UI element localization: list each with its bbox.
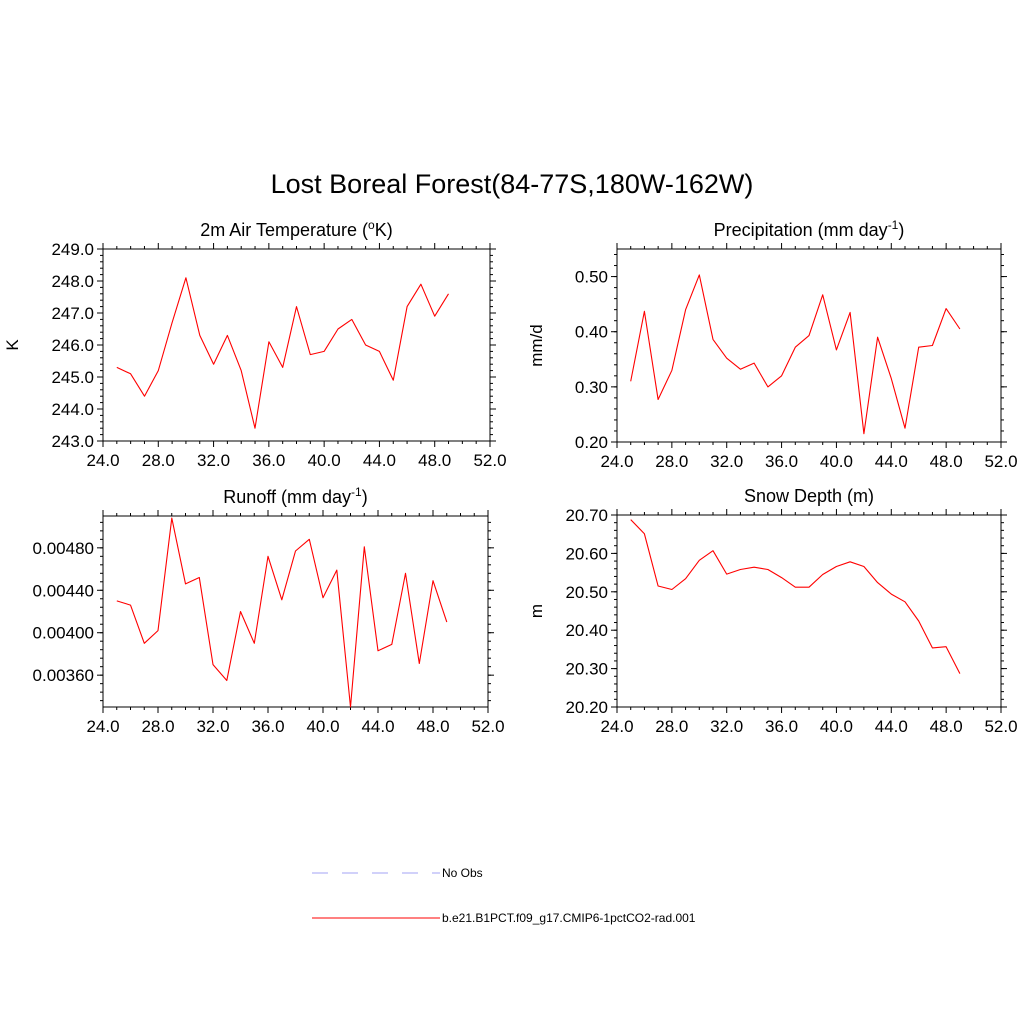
x-tick-label: 28.0 (655, 452, 688, 471)
y-tick-label: 0.20 (575, 433, 608, 452)
x-tick-label: 32.0 (197, 451, 230, 470)
y-tick-label: 0.00400 (33, 624, 94, 643)
y-axis-label: m (527, 604, 546, 618)
y-tick-label: 0.50 (575, 268, 608, 287)
x-tick-label: 48.0 (930, 452, 963, 471)
plot-frame (616, 248, 1002, 443)
chart-panel: Runoff (mm day-1) 24.0 28.0 32.0 36.0 40.0 44.… (33, 485, 505, 736)
panel-title: 2m Air Temperature (oK) (200, 218, 392, 240)
x-tick-label: 24.0 (600, 717, 633, 736)
x-tick-label: 24.0 (86, 451, 119, 470)
panel-title-text: Runoff (mm day (223, 487, 351, 507)
x-tick-label: 36.0 (765, 717, 798, 736)
x-tick-label: 40.0 (820, 717, 853, 736)
plot-frame (102, 248, 491, 442)
x-tick-label: 40.0 (820, 452, 853, 471)
x-tick-label: 36.0 (251, 717, 284, 736)
x-tick-label: 48.0 (416, 717, 449, 736)
panel-title: Runoff (mm day-1) (223, 485, 367, 507)
chart-panels: 2m Air Temperature (oK)24.0 28.0 32.0 36.0 4… (3, 218, 1018, 736)
plot-frame (616, 514, 1002, 708)
panel-title-text: Snow Depth (m) (744, 486, 874, 506)
y-tick-label: 20.30 (565, 660, 608, 679)
y-tick-label: 247.0 (51, 304, 94, 323)
x-tick-label: 44.0 (361, 717, 394, 736)
x-tick-label: 32.0 (196, 717, 229, 736)
y-tick-label: 246.0 (51, 336, 94, 355)
panel-title: Precipitation (mm day-1) (714, 218, 905, 240)
panel-title-suffix: K) (375, 220, 393, 240)
y-tick-label: 0.40 (575, 323, 608, 342)
y-tick-label: 245.0 (51, 368, 94, 387)
y-tick-label: 20.40 (565, 621, 608, 640)
x-tick-label: 28.0 (655, 717, 688, 736)
x-tick-label: 28.0 (141, 717, 174, 736)
panel-title-suffix: ) (362, 487, 368, 507)
y-tick-label: 0.00360 (33, 666, 94, 685)
chart-panel: Precipitation (mm day-1) 24.0 28.0 32.0 36.0… (527, 218, 1018, 471)
y-tick-label: 0.00480 (33, 539, 94, 558)
y-tick-label: 0.30 (575, 378, 608, 397)
panel-title: Snow Depth (m) (744, 486, 874, 506)
y-tick-label: 0.00440 (33, 581, 94, 600)
y-tick-label: 20.50 (565, 583, 608, 602)
panel-title-superscript: -1 (351, 485, 362, 499)
x-tick-label: 28.0 (142, 451, 175, 470)
x-tick-label: 32.0 (710, 717, 743, 736)
x-tick-label: 48.0 (930, 717, 963, 736)
y-tick-label: 20.70 (565, 506, 608, 525)
panel-title-text: Precipitation (mm day (714, 220, 888, 240)
x-tick-label: 44.0 (875, 452, 908, 471)
legend-label-no-obs: No Obs (442, 866, 483, 880)
panel-title-suffix: ) (898, 220, 904, 240)
x-tick-label: 52.0 (473, 451, 506, 470)
series-line (116, 277, 449, 429)
legend: No Obs b.e21.B1PCT.f09_g17.CMIP6-1pctCO2… (312, 866, 696, 925)
y-tick-label: 243.0 (51, 432, 94, 451)
y-axis-label: mm/d (527, 324, 546, 367)
x-tick-label: 24.0 (86, 717, 119, 736)
x-tick-label: 36.0 (765, 452, 798, 471)
y-tick-label: 244.0 (51, 400, 94, 419)
x-tick-label: 40.0 (306, 717, 339, 736)
chart-panel: 2m Air Temperature (oK) 24.0 28.0 32.0 36.0 4… (3, 218, 507, 470)
figure-title: Lost Boreal Forest(84-77S,180W-162W) (271, 169, 754, 199)
x-tick-label: 52.0 (984, 717, 1017, 736)
x-tick-label: 24.0 (600, 452, 633, 471)
series-line (630, 519, 961, 674)
legend-label-model-run: b.e21.B1PCT.f09_g17.CMIP6-1pctCO2-rad.00… (442, 911, 696, 925)
x-tick-label: 44.0 (875, 717, 908, 736)
y-tick-label: 249.0 (51, 240, 94, 259)
panel-title-superscript: o (368, 218, 375, 232)
y-tick-label: 20.20 (565, 698, 608, 717)
chart-panel: Snow Depth (m) 24.0 28.0 32.0 36.0 40.0 44.0 48… (527, 486, 1018, 736)
x-tick-label: 40.0 (308, 451, 341, 470)
y-axis-label: K (3, 339, 22, 351)
panel-title-superscript: -1 (888, 218, 899, 232)
x-tick-label: 36.0 (252, 451, 285, 470)
x-tick-label: 48.0 (418, 451, 451, 470)
x-tick-label: 52.0 (984, 452, 1017, 471)
x-tick-label: 44.0 (363, 451, 396, 470)
x-tick-label: 52.0 (471, 717, 504, 736)
y-tick-label: 20.60 (565, 544, 608, 563)
series-line (116, 517, 448, 708)
series-line (630, 274, 961, 435)
panel-title-text: 2m Air Temperature ( (200, 220, 368, 240)
x-tick-label: 32.0 (710, 452, 743, 471)
y-tick-label: 248.0 (51, 272, 94, 291)
